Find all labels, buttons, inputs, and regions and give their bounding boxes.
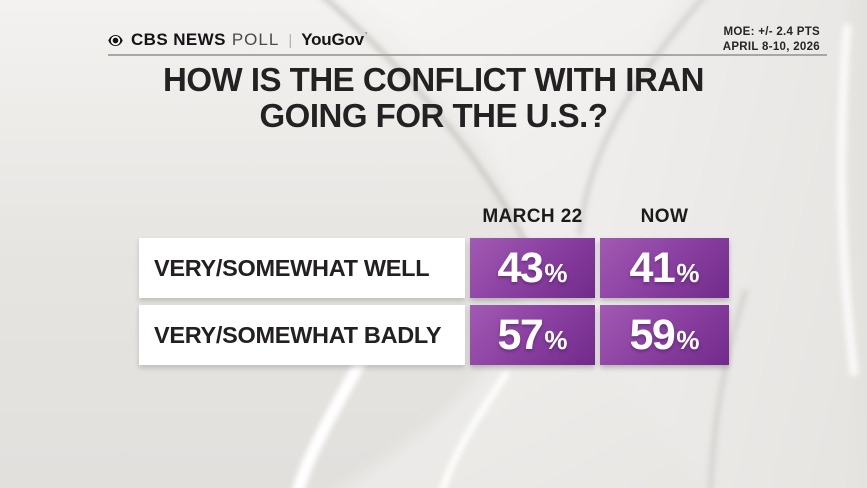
header-divider — [108, 54, 827, 56]
page-title: HOW IS THE CONFLICT WITH IRAN GOING FOR … — [0, 61, 867, 135]
value-well-march22: 43 % — [470, 238, 595, 298]
value-number: 59 — [629, 310, 676, 359]
brand-product-label: POLL — [231, 30, 280, 49]
header-spacer — [139, 201, 465, 231]
cbs-eye-icon — [108, 33, 123, 48]
value-badly-now: 59 % — [600, 305, 729, 365]
percent-sign: % — [676, 325, 700, 355]
date-range-text: APRIL 8-10, 2026 — [722, 40, 820, 53]
column-header-march-22: MARCH 22 — [482, 206, 583, 227]
title-line-2: GOING FOR THE U.S.? — [259, 97, 608, 135]
value-number: 43 — [497, 243, 544, 292]
value-number: 41 — [629, 243, 676, 292]
value-well-now: 41 % — [600, 238, 729, 298]
brand-network-label: CBS NEWS — [131, 30, 226, 49]
column-header-now: NOW — [640, 206, 689, 227]
brand-bar: CBS NEWS POLL | YouGov’ — [108, 30, 367, 50]
poll-metadata: MOE: +/- 2.4 PTS APRIL 8-10, 2026 — [723, 25, 820, 54]
moe-text: MOE: +/- 2.4 PTS — [723, 26, 820, 38]
value-number: 57 — [497, 310, 544, 359]
poll-table: MARCH 22 NOW VERY/SOMEWHAT WELL 43 % 41 … — [139, 201, 729, 365]
percent-sign: % — [544, 325, 568, 355]
value-badly-march22: 57 % — [470, 305, 595, 365]
row-label-badly: VERY/SOMEWHAT BADLY — [139, 305, 465, 365]
percent-sign: % — [676, 258, 700, 288]
brand-separator: | — [288, 31, 293, 49]
title-line-1: HOW IS THE CONFLICT WITH IRAN — [163, 61, 704, 98]
row-label-well: VERY/SOMEWHAT WELL — [139, 238, 465, 298]
brand-partner-label: YouGov’ — [301, 30, 367, 49]
percent-sign: % — [544, 258, 568, 288]
yougov-trademark: ’ — [364, 31, 367, 41]
